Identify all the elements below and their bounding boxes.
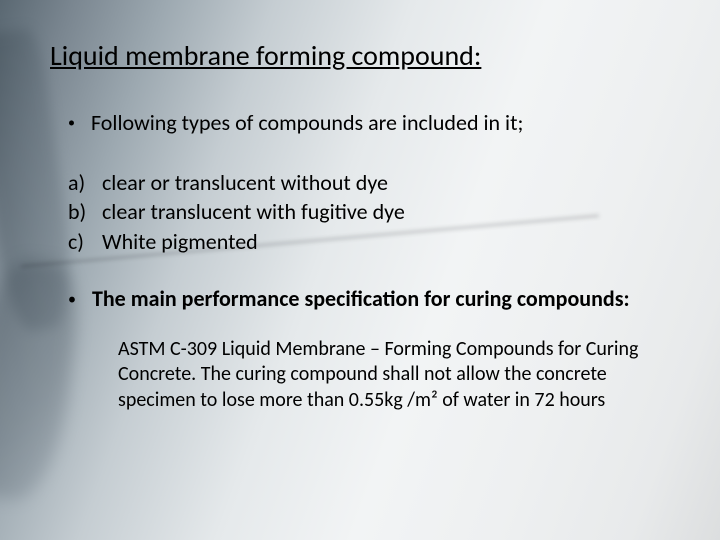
list-label: b) (50, 197, 94, 227)
bullet-icon: • (68, 287, 76, 313)
list-label: c) (50, 227, 94, 257)
list-item: b) clear translucent with fugitive dye (50, 197, 670, 227)
list-text: White pigmented (94, 227, 258, 257)
list-text: clear or translucent without dye (94, 168, 388, 198)
bullet-icon: • (68, 109, 75, 137)
intro-bullet-row: • Following types of compounds are inclu… (50, 109, 670, 138)
list-item: c) White pigmented (50, 227, 670, 257)
spec-paragraph: ASTM C-309 Liquid Membrane – Forming Com… (118, 337, 670, 414)
spec-heading: The main performance specification for c… (92, 285, 630, 313)
slide-content: Liquid membrane forming compound: • Foll… (0, 0, 720, 540)
list-item: a) clear or translucent without dye (50, 168, 670, 198)
list-text: clear translucent with fugitive dye (94, 197, 405, 227)
spec-heading-row: • The main performance specification for… (50, 285, 670, 313)
list-label: a) (50, 168, 94, 198)
intro-text: Following types of compounds are include… (91, 109, 523, 138)
types-list: a) clear or translucent without dye b) c… (50, 168, 670, 257)
slide-title: Liquid membrane forming compound: (50, 38, 670, 73)
